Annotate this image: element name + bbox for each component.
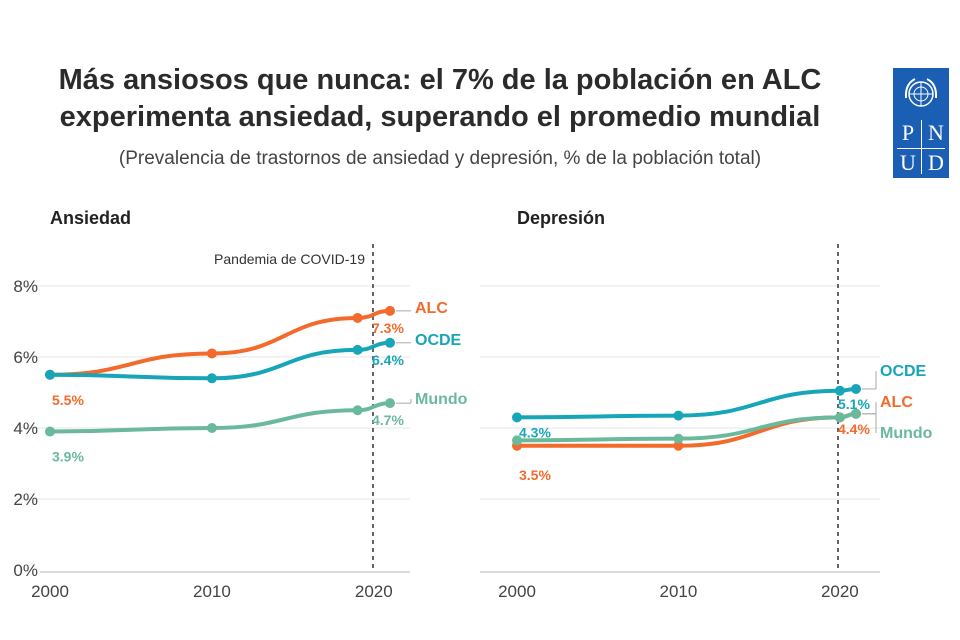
end-value-label: 5.1% — [838, 396, 870, 412]
data-point-ocde — [206, 373, 217, 384]
end-value-label: 4.7% — [372, 412, 404, 428]
data-point-ocde — [512, 412, 522, 423]
covid-annotation: Pandemia de COVID-19 — [214, 251, 365, 267]
panel-title-ansiedad: Ansiedad — [50, 208, 131, 228]
logo-letter-d: D — [928, 150, 944, 175]
series-line-ocde — [48, 340, 392, 381]
un-emblem-icon — [904, 78, 938, 107]
data-point-mundo — [673, 433, 684, 444]
x-tick-label: 2010 — [660, 582, 698, 601]
data-point-alc — [352, 312, 363, 323]
start-value-label: 5.5% — [52, 392, 84, 408]
x-tick-label: 2010 — [193, 582, 231, 601]
series-line-mundo — [515, 411, 858, 443]
x-tick-label: 2000 — [498, 582, 536, 601]
series-label-mundo: Mundo — [415, 391, 468, 408]
series-label-alc: ALC — [880, 394, 913, 411]
series-line-alc — [48, 308, 392, 377]
pnud-logo: P N U D — [893, 68, 949, 178]
data-point-ocde — [352, 344, 363, 355]
data-point-ocde — [834, 385, 845, 396]
series-line-ocde — [515, 386, 858, 420]
start-value-label: 3.9% — [52, 449, 84, 465]
data-point-alc — [673, 440, 684, 451]
x-tick-label: 2000 — [31, 582, 69, 601]
x-tick-label: 2020 — [355, 582, 393, 601]
panel-title-depresion: Depresión — [517, 208, 605, 228]
chart-title: Más ansiosos que nunca: el 7% de la pobl… — [20, 62, 860, 136]
logo-letter-n: N — [928, 120, 944, 145]
data-point-mundo — [352, 405, 363, 416]
end-value-label: 4.4% — [838, 421, 870, 437]
series-line-mundo — [48, 401, 392, 434]
data-point-mundo — [834, 412, 845, 423]
data-point-alc — [385, 305, 395, 316]
series-label-mundo: Mundo — [880, 425, 933, 442]
end-value-label: 7.3% — [372, 320, 404, 336]
data-point-ocde — [851, 383, 861, 394]
data-point-mundo — [385, 398, 395, 409]
logo-letter-u: U — [900, 150, 916, 175]
data-point-mundo — [45, 426, 55, 437]
y-tick-label: 2% — [13, 490, 38, 509]
data-point-ocde — [385, 337, 395, 348]
y-tick-label: 4% — [13, 419, 38, 438]
data-point-mundo — [512, 435, 522, 446]
data-point-mundo — [851, 408, 861, 419]
chart-subtitle: (Prevalencia de trastornos de ansiedad y… — [118, 148, 762, 169]
y-tick-label: 0% — [13, 561, 38, 580]
x-tick-label: 2020 — [821, 582, 859, 601]
y-tick-label: 6% — [13, 348, 38, 367]
start-value-label: 3.5% — [519, 467, 551, 483]
end-value-label: 6.4% — [372, 352, 404, 368]
title-line-1: Más ansiosos que nunca: el 7% de la pobl… — [58, 64, 822, 96]
title-line-2: experimenta ansiedad, superando el prome… — [59, 101, 821, 133]
series-label-ocde: OCDE — [880, 363, 927, 380]
data-point-ocde — [45, 369, 55, 380]
series-label-ocde: OCDE — [415, 332, 462, 349]
data-point-alc — [206, 348, 217, 359]
start-value-label: 4.3% — [519, 424, 551, 440]
logo-letter-p: P — [901, 120, 915, 145]
data-point-mundo — [206, 423, 217, 433]
y-tick-label: 8% — [13, 277, 38, 296]
series-label-alc: ALC — [415, 300, 448, 317]
data-point-ocde — [673, 410, 684, 421]
